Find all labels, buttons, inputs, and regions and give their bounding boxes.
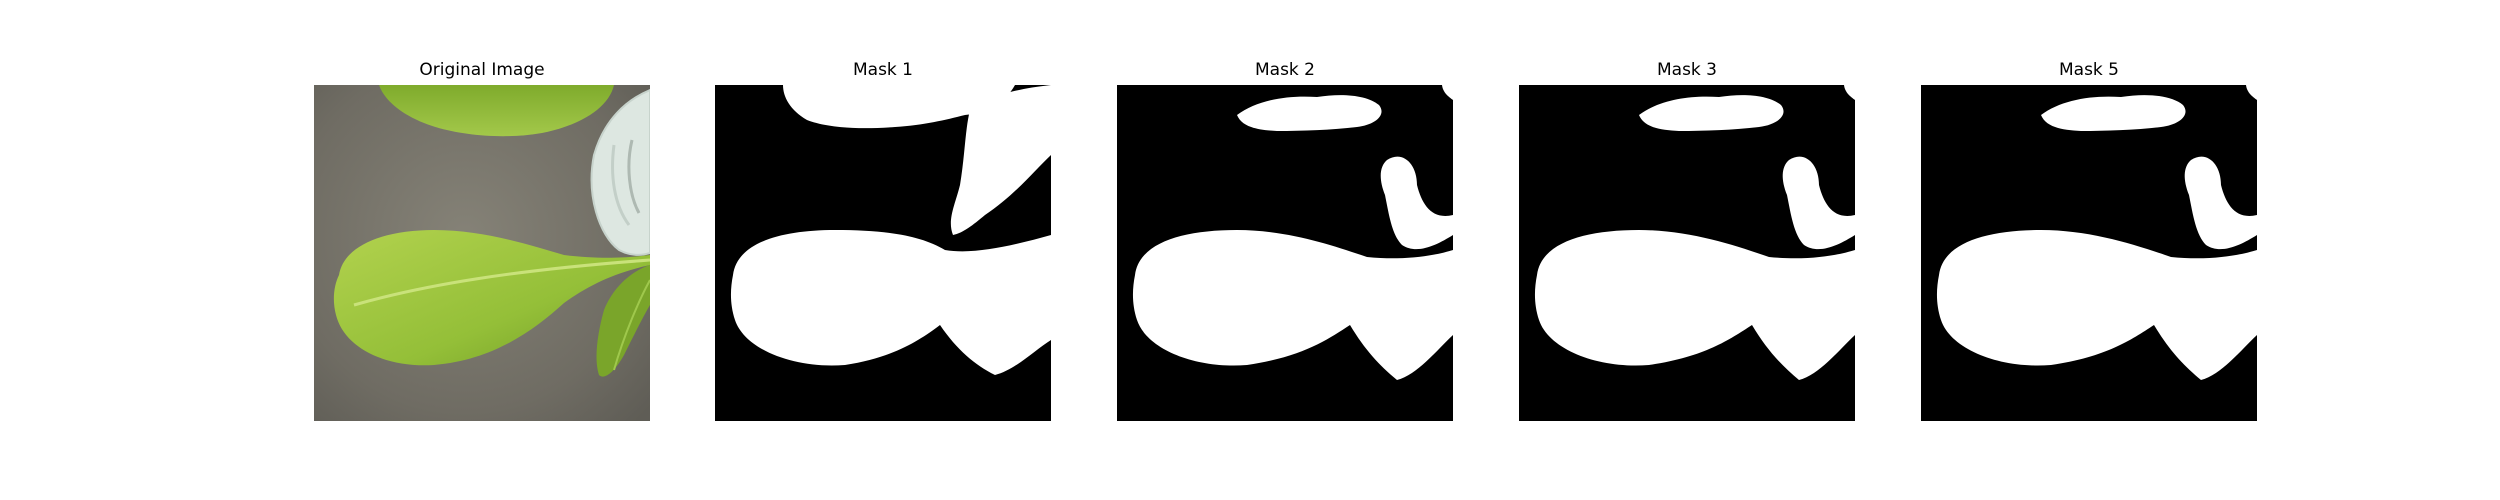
mask-5-panel: [1921, 85, 2257, 421]
mask-2-panel: [1117, 85, 1453, 421]
main-leaf: [333, 230, 650, 366]
top-leaf: [379, 85, 614, 137]
mask-1-image: [715, 85, 1051, 421]
mask-region-top-leaf: [1237, 95, 1382, 131]
mask-region-main-leaf: [1534, 230, 1855, 380]
panel-title-original: Original Image: [419, 60, 545, 80]
mask-region-container-edge: [2246, 85, 2257, 100]
mask-region-plant-part: [2184, 156, 2257, 250]
white-container: [590, 88, 650, 256]
original-image-panel: [314, 85, 650, 421]
original-image: [314, 85, 650, 421]
mask-region-top-leaf: [783, 85, 1015, 129]
mask-region-container-edge: [1442, 85, 1453, 100]
mask-region-main-leaf: [730, 230, 1051, 375]
mask-region-plant-part: [1380, 156, 1453, 250]
mask-3-image: [1519, 85, 1855, 421]
mask-region-main-leaf: [1132, 230, 1453, 380]
panel-title-mask-1: Mask 1: [852, 60, 913, 80]
mask-region-container-edge: [1844, 85, 1855, 100]
side-leaf-vein: [613, 279, 650, 371]
mask-region-main-leaf: [1936, 230, 2257, 380]
container-rim-detail: [611, 144, 631, 226]
leaf-midrib: [353, 258, 650, 307]
panel-title-mask-5: Mask 5: [2058, 60, 2119, 80]
panel-title-mask-2: Mask 2: [1254, 60, 1315, 80]
side-leaf: [596, 265, 650, 377]
mask-2-image: [1117, 85, 1453, 421]
mask-region-stem: [950, 85, 1051, 235]
mask-3-panel: [1519, 85, 1855, 421]
mask-region-plant-part: [1782, 156, 1855, 250]
mask-1-panel: [715, 85, 1051, 421]
panel-title-mask-3: Mask 3: [1656, 60, 1717, 80]
mask-region-top-leaf: [2041, 95, 2186, 131]
container-rim-detail-2: [627, 139, 641, 214]
mask-region-top-leaf: [1639, 95, 1784, 131]
mask-5-image: [1921, 85, 2257, 421]
